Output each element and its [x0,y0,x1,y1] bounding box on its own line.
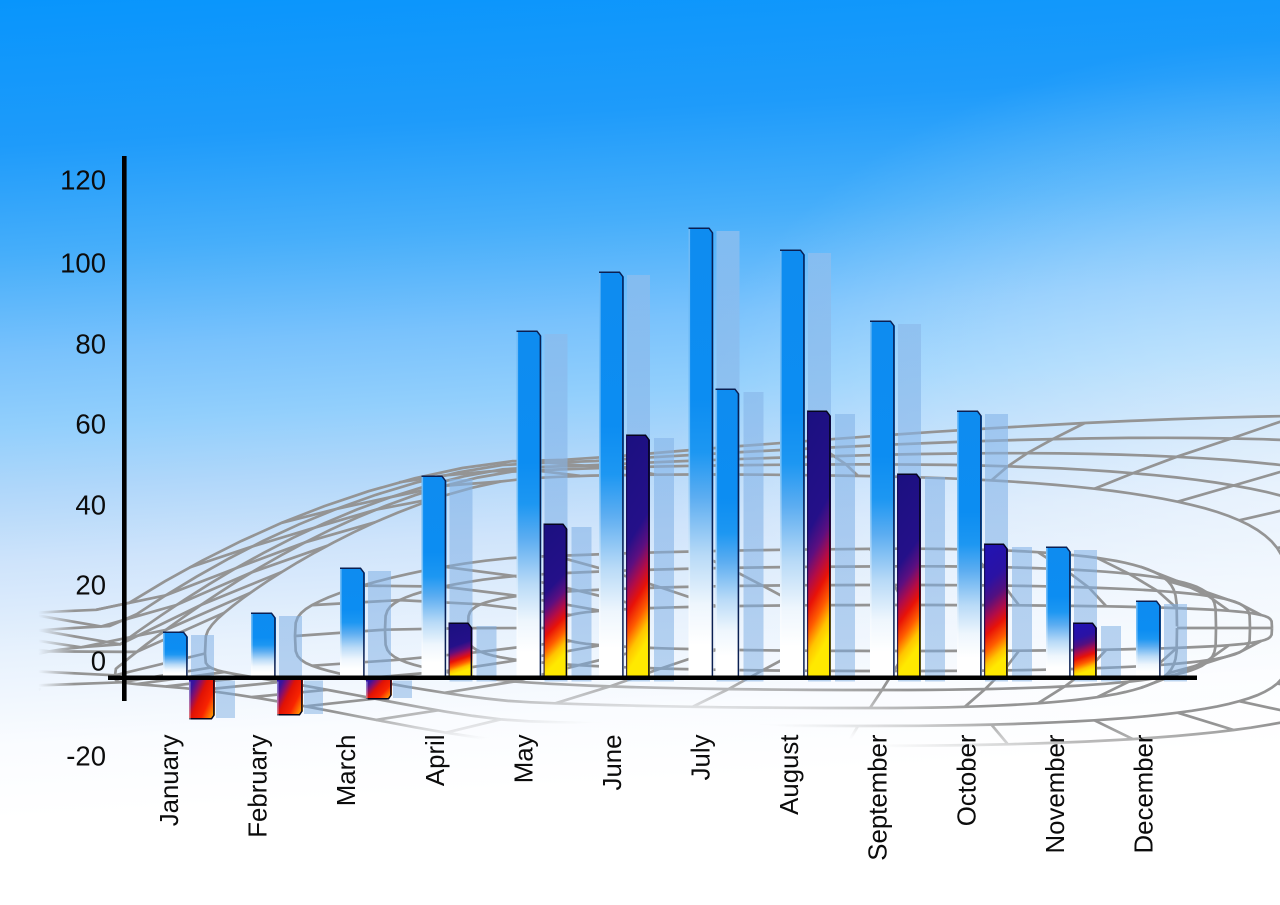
svg-text:September: September [865,734,893,861]
svg-text:January: January [156,734,184,826]
svg-text:August: August [776,735,804,815]
svg-text:October: October [953,734,981,826]
svg-text:120: 120 [60,165,106,196]
svg-text:November: November [1042,734,1070,853]
svg-text:May: May [510,734,538,783]
svg-text:60: 60 [75,409,106,440]
svg-text:July: July [688,734,716,780]
svg-text:80: 80 [75,329,106,360]
svg-text:March: March [333,735,361,807]
svg-text:0: 0 [91,646,106,677]
svg-text:100: 100 [60,248,106,279]
svg-text:April: April [422,735,450,787]
svg-text:-20: -20 [66,741,106,772]
svg-text:20: 20 [75,570,106,601]
svg-text:June: June [599,735,627,791]
svg-text:December: December [1131,734,1159,853]
svg-text:February: February [245,734,273,837]
svg-text:40: 40 [75,490,106,521]
